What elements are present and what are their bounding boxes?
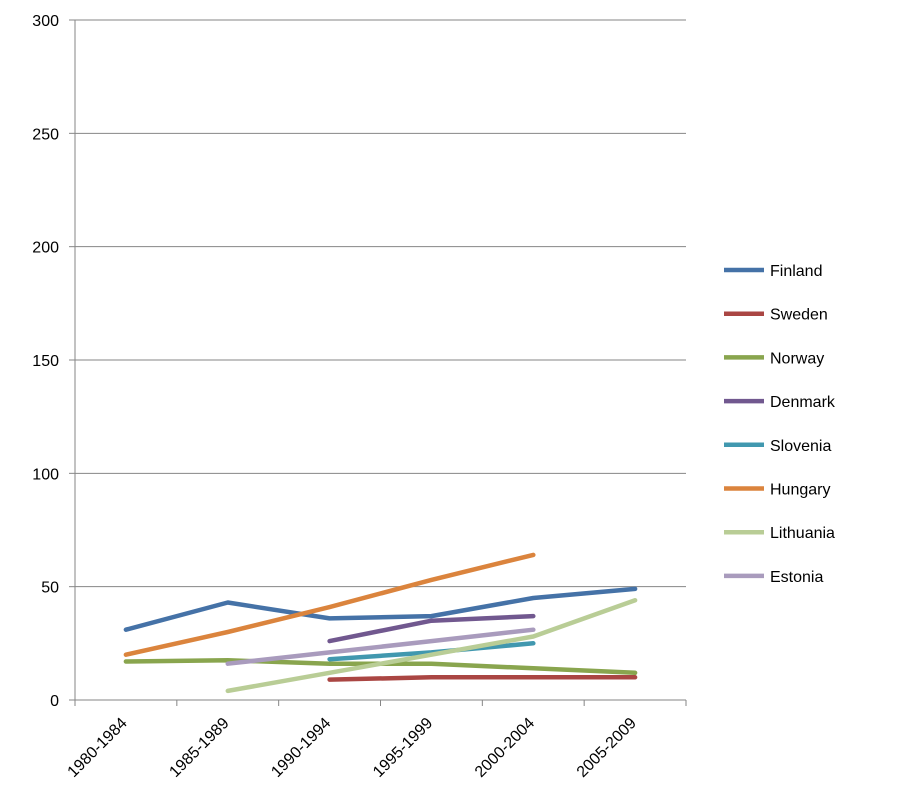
y-tick-label: 100 xyxy=(32,466,59,483)
grid-lines xyxy=(75,19,686,588)
series-line-estonia xyxy=(225,627,536,666)
series-line-finland xyxy=(123,586,638,632)
legend-label-denmark: Denmark xyxy=(770,394,836,411)
x-tick-label: 1990-1994 xyxy=(268,715,334,781)
series-line-lithuania xyxy=(225,598,638,694)
legend: Finland Sweden Norway Denmark Slovenia Hungar… xyxy=(724,263,836,586)
x-tick-label: 1985-1989 xyxy=(166,715,232,781)
x-tick-label: 2005-2009 xyxy=(574,715,640,781)
legend-label-sweden: Sweden xyxy=(770,307,828,324)
x-tick-label: 1995-1999 xyxy=(370,715,436,781)
series-line-sweden xyxy=(327,675,638,682)
series-line-hungary xyxy=(123,552,536,657)
y-tick-label: 250 xyxy=(32,126,59,143)
y-tick-label: 300 xyxy=(32,13,59,30)
legend-label-estonia: Estonia xyxy=(770,569,823,586)
legend-label-norway: Norway xyxy=(770,350,824,367)
legend-label-finland: Finland xyxy=(770,263,822,280)
x-tick-labels: 1980-1984 1985-1989 1990-1994 1995-1999 2000… xyxy=(65,700,687,781)
legend-label-hungary: Hungary xyxy=(770,482,830,499)
y-tick-label: 0 xyxy=(50,693,59,710)
y-tick-labels: 0 50 100 150 200 250 300 xyxy=(32,13,75,710)
legend-label-lithuania: Lithuania xyxy=(770,525,835,542)
series-line-denmark xyxy=(327,613,536,644)
x-tick-label: 1980-1984 xyxy=(65,715,131,781)
series-line-slovenia xyxy=(327,641,536,662)
y-tick-label: 200 xyxy=(32,240,59,257)
legend-label-slovenia: Slovenia xyxy=(770,438,831,455)
y-tick-label: 150 xyxy=(32,353,59,370)
series-lines xyxy=(123,552,638,694)
y-tick-label: 50 xyxy=(41,580,59,597)
x-tick-label: 2000-2004 xyxy=(472,715,538,781)
